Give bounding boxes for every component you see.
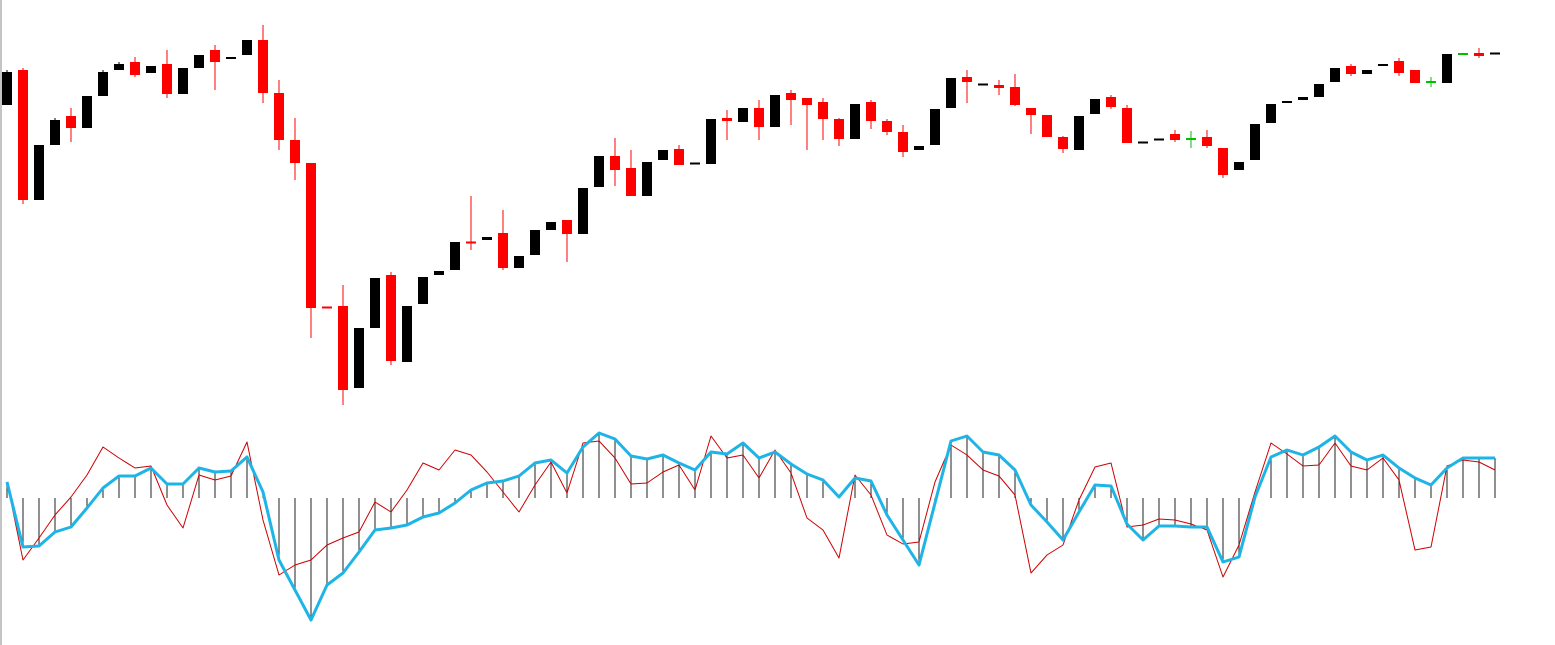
candle-body xyxy=(1266,104,1276,123)
candle-body xyxy=(498,233,508,268)
candle-body xyxy=(386,275,396,361)
candle-body xyxy=(930,109,940,145)
candle-body xyxy=(2,72,12,105)
candle-body xyxy=(1090,99,1100,114)
candle-body xyxy=(578,188,588,234)
candle-body xyxy=(850,104,860,139)
candle-body xyxy=(914,146,924,150)
candle-body xyxy=(434,271,444,275)
candle-body xyxy=(418,277,428,304)
candle-body xyxy=(306,163,316,308)
candle-body xyxy=(1218,148,1228,175)
candle-body xyxy=(82,96,92,128)
candle-body xyxy=(338,306,348,390)
candle-body xyxy=(946,78,956,108)
candle-body xyxy=(546,222,556,230)
candle-body xyxy=(226,57,236,59)
candle-body xyxy=(898,132,908,152)
candle-body xyxy=(1042,115,1052,137)
candle-body xyxy=(1074,116,1084,150)
candle-body xyxy=(706,119,716,164)
candle-body xyxy=(274,93,284,140)
candle-body xyxy=(146,66,156,73)
candle-body xyxy=(802,98,812,105)
candle-body xyxy=(1122,108,1132,143)
candle-body xyxy=(1298,97,1308,100)
candle-body xyxy=(1026,108,1036,115)
candle-body xyxy=(658,150,668,160)
candle-body xyxy=(818,102,828,119)
candle-body xyxy=(98,72,108,96)
candle-body xyxy=(962,77,972,82)
candle-body xyxy=(290,140,300,163)
candle-body xyxy=(1170,134,1180,140)
candle-body xyxy=(162,64,172,94)
candle-body xyxy=(994,85,1004,88)
candle-body xyxy=(258,40,268,93)
candle-body xyxy=(450,242,460,270)
candle-body xyxy=(1314,84,1324,97)
candle-body xyxy=(242,40,252,55)
candle-body xyxy=(866,102,876,121)
candle-body xyxy=(674,149,684,165)
candle-body xyxy=(402,306,412,362)
candle-body xyxy=(738,108,748,122)
candle-body xyxy=(1474,53,1484,56)
candle-body xyxy=(1106,97,1116,107)
candle-body xyxy=(18,70,28,200)
candle-body xyxy=(722,118,732,121)
candle-body xyxy=(210,50,220,62)
candle-body xyxy=(130,62,140,75)
candle-body xyxy=(66,116,76,128)
candle-body xyxy=(482,237,492,240)
candle-body xyxy=(1202,137,1212,146)
candle-body xyxy=(642,162,652,196)
candle-body xyxy=(370,278,380,328)
candle-body xyxy=(1058,137,1068,149)
candle-body xyxy=(1394,61,1404,73)
candle-body xyxy=(1442,54,1452,83)
candle-body xyxy=(354,328,364,388)
candle-body xyxy=(770,95,780,127)
candle-body xyxy=(786,93,796,100)
indicator-line xyxy=(5,431,1495,622)
candle-body xyxy=(514,256,524,268)
candle-body xyxy=(178,68,188,94)
candle-body xyxy=(594,156,604,187)
candle-body xyxy=(1282,101,1292,103)
candle-body xyxy=(1234,162,1244,170)
candle-body xyxy=(530,230,540,255)
candle-body xyxy=(1362,70,1372,74)
candle-body xyxy=(1410,70,1420,83)
candle-body xyxy=(626,168,636,196)
candle-body xyxy=(754,108,764,127)
candle-body xyxy=(114,64,124,70)
indicator-line xyxy=(6,435,1496,578)
candle-body xyxy=(50,120,60,145)
candle-body xyxy=(34,145,44,200)
candle-body xyxy=(834,119,844,139)
candle-body xyxy=(1346,66,1356,74)
candle-body xyxy=(882,121,892,132)
candle-body xyxy=(562,220,572,234)
candle-body xyxy=(1330,68,1340,82)
candle-body xyxy=(1010,87,1020,105)
candle-body xyxy=(610,156,620,170)
candle-body xyxy=(1378,64,1388,66)
candle-body xyxy=(1250,124,1260,160)
candle-body xyxy=(194,55,204,68)
